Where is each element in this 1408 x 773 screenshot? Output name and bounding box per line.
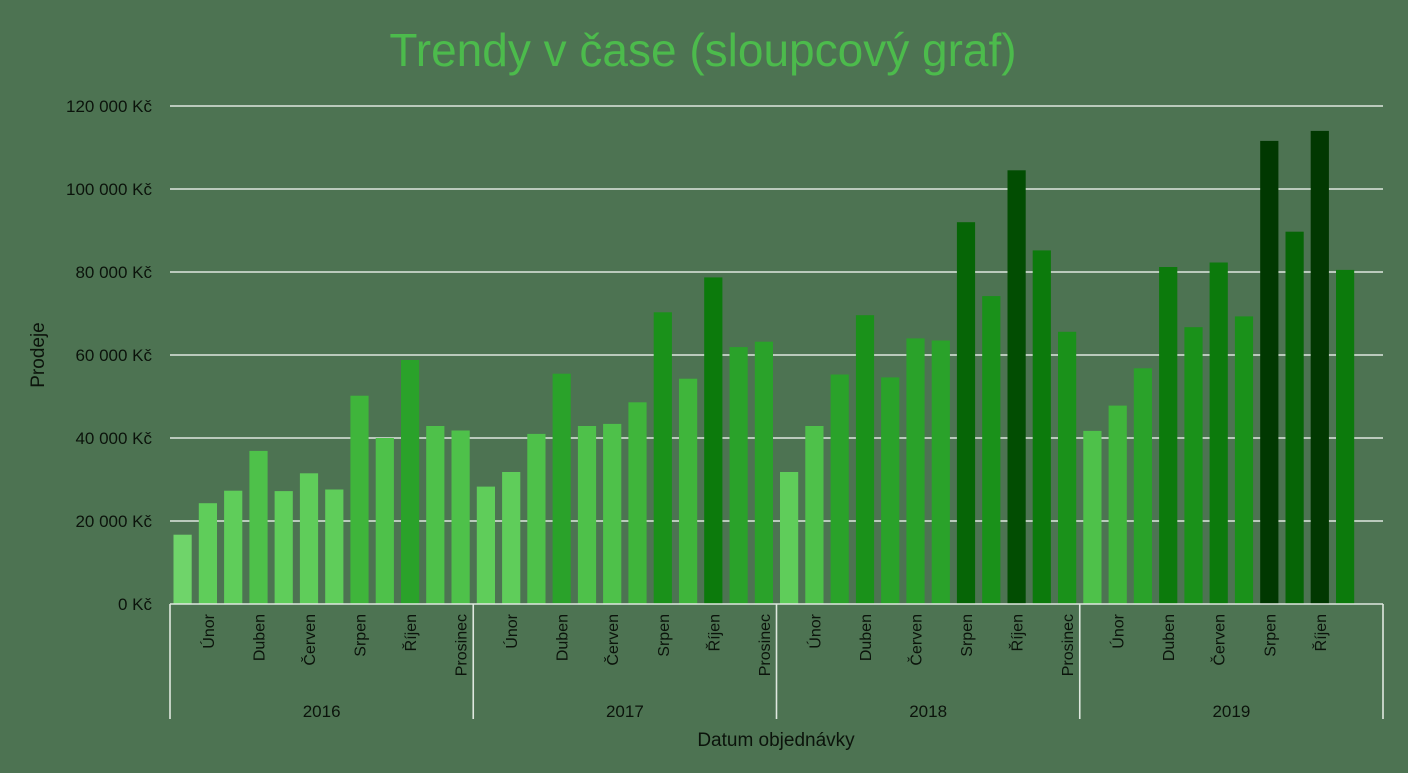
- y-tick-label: 40 000 Kč: [75, 429, 152, 448]
- bar-2017-Březen: [527, 433, 546, 604]
- bar-2016-Červenec: [325, 489, 344, 604]
- bar-2018-Listopad: [1032, 250, 1051, 604]
- month-label-2017-Únor: Únor: [502, 613, 521, 648]
- bar-2019-Leden: [1083, 430, 1102, 604]
- year-label-2016: 2016: [303, 702, 341, 721]
- bar-2017-Únor: [502, 472, 521, 604]
- bar-2016-Leden: [173, 534, 192, 604]
- bar-2017-Květen: [577, 426, 597, 604]
- bars: [173, 130, 1355, 605]
- month-label-2018-Červen: Červen: [907, 614, 926, 666]
- bar-2016-Červen: [299, 473, 319, 604]
- gridlines: [170, 105, 1383, 522]
- bar-2017-Duben: [552, 373, 571, 604]
- x-axis-title: Datum objednávky: [697, 730, 855, 751]
- y-tick-label: 100 000 Kč: [66, 180, 153, 199]
- bar-2019-Duben: [1159, 267, 1178, 604]
- month-label-2018-Duben: Duben: [858, 614, 875, 661]
- bar-2016-Srpen: [350, 395, 369, 604]
- bar-2016-Duben: [249, 450, 268, 604]
- y-tick-label: 120 000 Kč: [66, 97, 153, 116]
- bar-2019-Červenec: [1234, 316, 1254, 604]
- y-tick-label: 20 000 Kč: [75, 512, 152, 531]
- month-label-2018-Říjen: Říjen: [1008, 614, 1027, 651]
- bar-2019-Září: [1285, 231, 1304, 604]
- month-label-2019-Únor: Únor: [1109, 613, 1128, 648]
- bar-2016-Březen: [224, 490, 243, 604]
- month-label-2019-Říjen: Říjen: [1311, 614, 1330, 651]
- bar-2018-Červenec: [931, 340, 950, 604]
- bar-2017-Listopad: [729, 347, 748, 604]
- bar-2016-Září: [375, 438, 394, 604]
- bar-2018-Srpen: [956, 222, 976, 604]
- month-label-2016-Srpen: Srpen: [353, 614, 370, 657]
- year-label-2019: 2019: [1212, 702, 1250, 721]
- y-axis-title: Prodeje: [28, 322, 49, 388]
- bar-2018-Říjen: [1007, 170, 1026, 605]
- bar-2017-Leden: [476, 486, 495, 604]
- bar-2019-Červen: [1209, 262, 1228, 604]
- month-label-2017-Říjen: Říjen: [704, 614, 723, 651]
- month-label-2016-Duben: Duben: [251, 614, 268, 661]
- bar-2019-Květen: [1184, 327, 1203, 604]
- month-label-2017-Srpen: Srpen: [656, 614, 673, 657]
- bar-2016-Říjen: [401, 360, 420, 604]
- bar-2018-Únor: [805, 426, 824, 604]
- month-label-2017-Duben: Duben: [555, 614, 572, 661]
- bar-2016-Květen: [274, 491, 293, 604]
- year-label-2017: 2017: [606, 702, 644, 721]
- bar-2019-Březen: [1133, 368, 1152, 604]
- month-label-2017-Červen: Červen: [603, 614, 622, 666]
- bar-2017-Září: [679, 378, 698, 604]
- bar-2017-Červenec: [628, 402, 647, 604]
- bar-2018-Září: [982, 296, 1001, 604]
- bar-2018-Červen: [906, 338, 925, 604]
- y-tick-label: 60 000 Kč: [75, 346, 152, 365]
- month-label-2018-Prosinec: Prosinec: [1060, 614, 1077, 676]
- y-axis-tick-labels: 0 Kč 20 000 Kč 40 000 Kč 60 000 Kč 80 000 Kč…: [66, 97, 153, 614]
- bar-2017-Srpen: [653, 312, 672, 604]
- bar-2017-Červen: [603, 423, 622, 604]
- month-label-2019-Červen: Červen: [1210, 614, 1229, 666]
- bar-2017-Říjen: [704, 277, 723, 604]
- bar-2017-Prosinec: [754, 341, 773, 604]
- month-label-2019-Duben: Duben: [1161, 614, 1178, 661]
- bar-2019-Listopad: [1336, 269, 1355, 604]
- bar-2018-Duben: [855, 315, 875, 604]
- month-label-2017-Prosinec: Prosinec: [757, 614, 774, 676]
- month-label-2018-Srpen: Srpen: [959, 614, 976, 657]
- bar-2018-Leden: [780, 472, 799, 604]
- bar-2019-Únor: [1108, 405, 1127, 604]
- y-tick-label: 0 Kč: [118, 595, 153, 614]
- bar-2016-Listopad: [426, 426, 445, 604]
- y-tick-label: 80 000 Kč: [75, 263, 152, 282]
- month-label-2016-Únor: Únor: [199, 613, 218, 648]
- bar-2018-Květen: [881, 377, 900, 604]
- month-label-2019-Srpen: Srpen: [1262, 614, 1279, 657]
- year-label-2018: 2018: [909, 702, 947, 721]
- chart-title: Trendy v čase (sloupcový graf): [389, 24, 1016, 76]
- month-label-2016-Červen: Červen: [300, 614, 319, 666]
- month-label-2016-Prosinec: Prosinec: [454, 614, 471, 676]
- bar-2018-Březen: [830, 374, 849, 604]
- month-label-2016-Říjen: Říjen: [401, 614, 420, 651]
- bar-2019-Srpen: [1260, 140, 1279, 604]
- bar-2016-Prosinec: [451, 430, 470, 604]
- bar-2018-Prosinec: [1058, 331, 1077, 604]
- bar-2019-Říjen: [1310, 130, 1329, 604]
- x-axis: Únor Duben Červen Srpen Říjen Prosinec Únor Dub…: [169, 603, 1384, 721]
- bar-2016-Únor: [198, 503, 217, 604]
- month-label-2018-Únor: Únor: [805, 613, 824, 648]
